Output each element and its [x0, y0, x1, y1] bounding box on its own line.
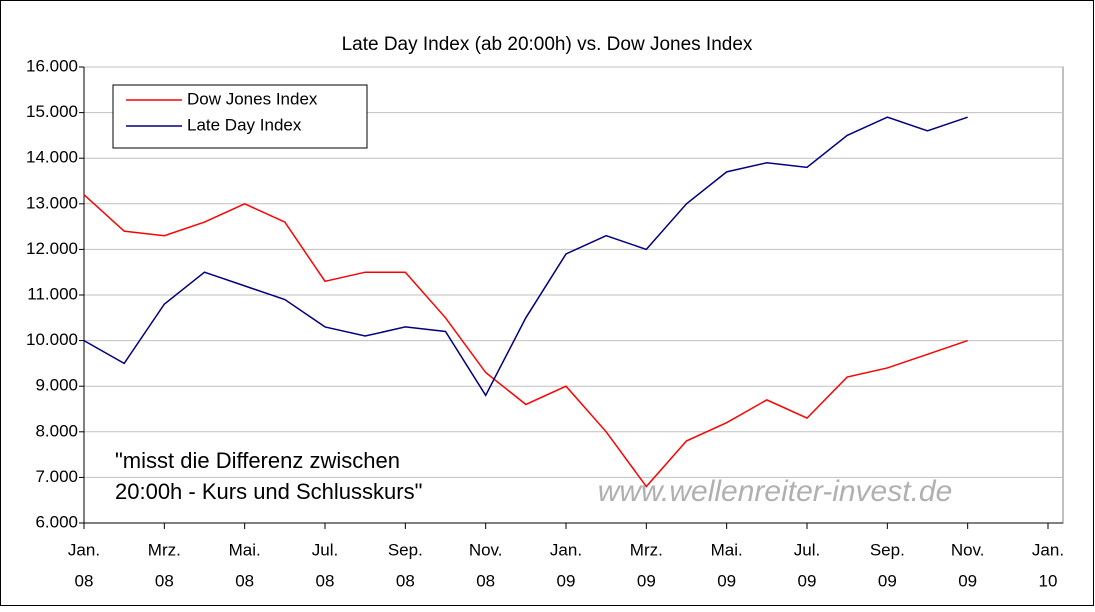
- annotation: 20:00h - Kurs und Schlusskurs": [115, 479, 422, 504]
- legend-label: Dow Jones Index: [187, 89, 318, 108]
- x-tick-label: Mai.: [229, 540, 261, 559]
- x-tick-label: 08: [316, 571, 335, 590]
- x-tick-label: 08: [396, 571, 415, 590]
- series-line: [83, 116, 968, 397]
- x-tick-label: 09: [878, 571, 897, 590]
- x-tick-label: 08: [476, 571, 495, 590]
- x-tick-label: Sep.: [388, 540, 423, 559]
- x-tick-label: 09: [717, 571, 736, 590]
- x-tick-label: 09: [958, 571, 977, 590]
- x-tick-label: Mrz.: [148, 540, 181, 559]
- watermark: www.wellenreiter-invest.de: [598, 475, 953, 508]
- x-tick-label: Jul.: [312, 540, 338, 559]
- x-tick-label: 09: [798, 571, 817, 590]
- x-tick-label: 09: [637, 571, 656, 590]
- x-tick-label: Jan.: [68, 540, 100, 559]
- x-tick-label: Mrz.: [630, 540, 663, 559]
- y-tick-label: 14.000: [26, 148, 78, 167]
- y-tick-label: 12.000: [26, 239, 78, 258]
- y-tick-label: 13.000: [26, 193, 78, 212]
- x-tick-label: Jan.: [550, 540, 582, 559]
- y-tick-label: 11.000: [27, 284, 78, 303]
- x-tick-label: 08: [235, 571, 254, 590]
- y-tick-label: 16.000: [26, 56, 78, 75]
- y-tick-label: 6.000: [35, 512, 78, 531]
- chart-title: Late Day Index (ab 20:00h) vs. Dow Jones…: [342, 34, 753, 55]
- y-tick-label: 10.000: [26, 330, 78, 349]
- x-tick-label: Nov.: [951, 540, 985, 559]
- y-tick-label: 15.000: [26, 102, 78, 121]
- legend: [112, 84, 368, 149]
- x-tick-label: 08: [155, 571, 174, 590]
- x-tick-label: Jan.: [1032, 540, 1064, 559]
- y-tick-label: 8.000: [35, 421, 78, 440]
- legend-label: Late Day Index: [187, 115, 302, 134]
- x-tick-label: 10: [1039, 571, 1058, 590]
- x-tick-label: Jul.: [794, 540, 820, 559]
- annotation: "misst die Differenz zwischen: [115, 448, 400, 473]
- x-tick-label: Sep.: [870, 540, 905, 559]
- y-tick-label: 7.000: [35, 467, 78, 486]
- x-tick-label: 08: [75, 571, 94, 590]
- x-tick-label: Mai.: [711, 540, 743, 559]
- x-tick-label: 09: [557, 571, 576, 590]
- x-tick-label: Nov.: [469, 540, 503, 559]
- series-line: [83, 194, 968, 488]
- y-tick-label: 9.000: [35, 376, 78, 395]
